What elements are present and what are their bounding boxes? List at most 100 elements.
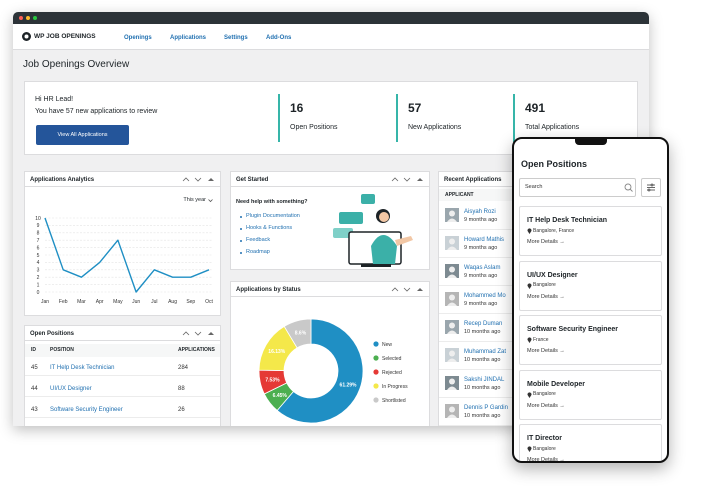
legend-swatch xyxy=(373,369,379,375)
avatar xyxy=(445,404,459,418)
position-link[interactable]: UI/UX Designer xyxy=(50,386,92,392)
segment-label: 61.29% xyxy=(340,383,358,389)
bullet xyxy=(240,240,242,242)
table-header-row xyxy=(25,344,220,357)
more-details-link[interactable]: More Details → xyxy=(527,239,565,245)
column-header: POSITION xyxy=(50,347,74,353)
job-card[interactable]: IT Director Bangalore More Details → xyxy=(519,424,662,463)
period-select[interactable]: This year xyxy=(183,197,206,203)
applicant-name[interactable]: Waqas Aslam xyxy=(464,265,501,271)
applicant-name[interactable]: Recep Duman xyxy=(464,321,503,327)
applicant-name[interactable]: Aisyah Rozi xyxy=(464,209,496,215)
stat-value: 491 xyxy=(525,101,546,115)
y-tick-label: 5 xyxy=(37,253,40,259)
panel-header: Applications Analytics xyxy=(25,172,220,187)
legend-label: New xyxy=(382,342,392,348)
segment-label: 8.6% xyxy=(295,331,307,337)
x-tick-label: Sep xyxy=(186,299,195,305)
nav-link[interactable]: Openings xyxy=(124,35,152,41)
avatar-head xyxy=(449,322,455,329)
nav-link[interactable]: Add-Ons xyxy=(266,35,292,41)
avatar-body xyxy=(447,274,457,278)
logo-icon xyxy=(22,32,31,41)
welcome-message: You have 57 new applications to review xyxy=(35,108,158,115)
avatar xyxy=(445,348,459,362)
y-tick-label: 10 xyxy=(35,216,41,222)
job-card[interactable]: Software Security Engineer France More Det… xyxy=(519,315,662,365)
toggle xyxy=(208,332,214,335)
welcome-panel: Hi HR Lead! You have 57 new applications… xyxy=(24,81,638,155)
x-tick-label: Aug xyxy=(168,299,177,305)
avatar-head xyxy=(449,406,455,413)
toggle xyxy=(208,178,214,181)
location-pin xyxy=(527,446,532,452)
select-caret xyxy=(208,199,213,203)
y-tick-label: 3 xyxy=(37,268,40,274)
more-details-link[interactable]: More Details → xyxy=(527,293,565,300)
collapse-up xyxy=(182,331,190,336)
more-details-link[interactable]: More Details → xyxy=(527,348,565,354)
row-separator xyxy=(25,417,220,418)
column-header: ID xyxy=(31,347,36,353)
avatar-head xyxy=(449,238,455,245)
panel-title: Applications Analytics xyxy=(30,177,95,183)
illustration xyxy=(333,194,413,267)
search-input[interactable] xyxy=(519,178,636,197)
help-link[interactable]: Roadmap xyxy=(246,249,270,255)
job-card[interactable]: Mobile Developer Bangalore More Details → xyxy=(519,369,662,420)
search-placeholder: Search xyxy=(525,184,543,190)
avatar xyxy=(445,264,459,278)
applied-time: 10 months ago xyxy=(464,357,501,363)
x-tick-label: Jan xyxy=(41,299,49,305)
applied-time: 10 months ago xyxy=(464,413,501,419)
table-cell: 44 xyxy=(31,386,38,392)
column-header: APPLICATIONS xyxy=(178,347,215,353)
collapse-down xyxy=(403,177,411,182)
panel-title: Applications by Status xyxy=(236,287,301,293)
donut-segment xyxy=(276,318,364,424)
applied-time: 10 months ago xyxy=(464,385,501,391)
x-tick-label: Jun xyxy=(132,299,140,305)
filter-button[interactable] xyxy=(641,178,661,197)
help-link[interactable]: Plugin Documentation xyxy=(246,213,300,219)
legend-swatch xyxy=(373,341,379,347)
applicant-name[interactable]: Muhammad Zat xyxy=(464,349,507,355)
applicant-name[interactable]: Dennis P Gardin xyxy=(464,405,508,411)
x-tick-label: Jul xyxy=(151,299,157,305)
position-link[interactable]: Software Security Engineer xyxy=(50,407,123,413)
panel-header: Get Started xyxy=(231,172,429,187)
pin-shape xyxy=(527,337,532,343)
more-details-link[interactable]: More Details → xyxy=(527,402,565,409)
nav-link[interactable]: Settings xyxy=(224,35,248,41)
help-link[interactable]: Hooks & Functions xyxy=(246,225,293,231)
nav-link[interactable]: Applications xyxy=(170,35,207,41)
job-card[interactable]: IT Help Desk Technician Bangalore, France… xyxy=(519,206,662,256)
collapse-down xyxy=(194,177,202,182)
help-link[interactable]: Feedback xyxy=(246,237,271,243)
applied-time: 9 months ago xyxy=(464,217,498,223)
avatar-body xyxy=(447,302,457,306)
filter-icon xyxy=(647,183,655,192)
location-pin xyxy=(527,337,532,343)
open-positions-panel: Open Positions ID POSITION APPLICATIONS 45 I… xyxy=(24,325,221,426)
more-details-link[interactable]: More Details → xyxy=(527,457,565,463)
bullet xyxy=(240,252,242,254)
applicant-name[interactable]: Mohammed Mo xyxy=(464,293,506,299)
job-card[interactable]: UI/UX Designer Bangalore More Details → xyxy=(519,260,662,311)
applied-time: 9 months ago xyxy=(464,273,498,279)
panel-header: Applications by Status xyxy=(231,282,429,297)
view-all-button[interactable]: View All Applications xyxy=(36,125,129,145)
avatar-body xyxy=(447,414,457,418)
avatar xyxy=(445,236,459,250)
position-link[interactable]: IT Help Desk Technician xyxy=(50,365,115,371)
y-tick-label: 1 xyxy=(37,282,40,288)
x-tick-label: Oct xyxy=(205,299,213,305)
applicant-name[interactable]: Sakshi JINDAL xyxy=(464,377,505,383)
status-panel: Applications by Status 61.29% New 6.45% Sel… xyxy=(230,281,430,426)
applicant-name[interactable]: Howard Mathis xyxy=(464,237,505,243)
table-cell: 284 xyxy=(178,365,189,371)
job-location: Bangalore xyxy=(533,445,556,452)
segment-label: 7.53% xyxy=(265,377,280,383)
pin-shape xyxy=(527,391,532,398)
